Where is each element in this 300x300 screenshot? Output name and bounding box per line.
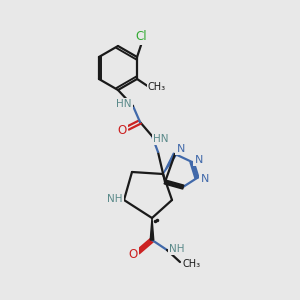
- Text: HN: HN: [116, 99, 132, 109]
- Text: HN: HN: [153, 134, 169, 144]
- Text: CH₃: CH₃: [183, 259, 201, 269]
- Text: O: O: [117, 124, 127, 136]
- Text: N: N: [195, 155, 203, 165]
- Text: O: O: [128, 248, 138, 260]
- Text: CH₃: CH₃: [148, 82, 166, 92]
- Polygon shape: [163, 153, 176, 174]
- Text: NH: NH: [169, 244, 185, 254]
- Text: N: N: [201, 174, 209, 184]
- Polygon shape: [150, 218, 154, 240]
- Text: NH: NH: [107, 194, 123, 204]
- Text: Cl: Cl: [135, 31, 147, 44]
- Text: N: N: [177, 144, 185, 154]
